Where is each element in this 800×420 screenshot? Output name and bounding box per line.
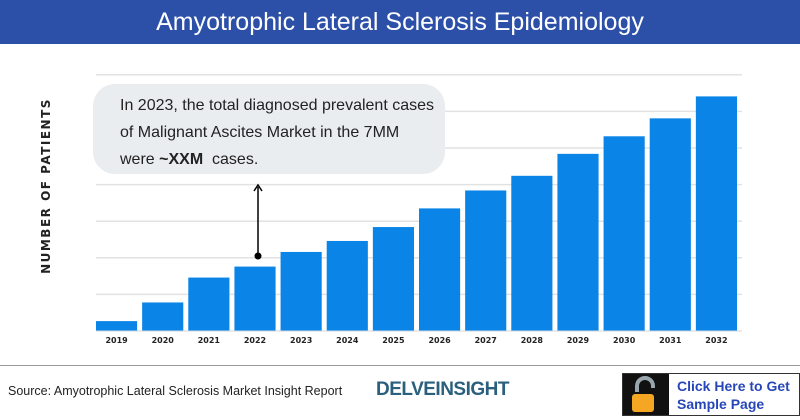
x-tick-label: 2023 (290, 336, 312, 345)
x-tick-label: 2020 (152, 336, 175, 345)
cta-line-1: Click Here to Get (677, 378, 790, 394)
bar-2020 (142, 302, 184, 331)
bar-2027 (465, 190, 507, 331)
x-tick-label: 2031 (659, 336, 682, 345)
bar-2029 (557, 153, 599, 331)
bar-2021 (188, 277, 230, 331)
delveinsight-logo: DELVEINSIGHT (376, 379, 510, 400)
bar-chart: 2019 2020 2021 2022 2023 2024 2025 2026 2027 2028… (96, 74, 742, 345)
annotation-line-3: were (120, 151, 160, 168)
annotation-text: In 2023, the total diagnosed prevalent c… (120, 92, 434, 173)
cta-line-2: Sample Page (677, 396, 765, 412)
source-text: Source: Amyotrophic Lateral Sclerosis Ma… (8, 384, 343, 398)
annotation-line-3-end: cases. (203, 151, 259, 168)
x-tick-label: 2022 (244, 336, 266, 345)
footer-divider (0, 365, 800, 366)
bar-2026 (419, 208, 461, 331)
arrow-head-icon (253, 183, 263, 192)
x-tick-label: 2030 (613, 336, 636, 345)
x-tick-label: 2029 (567, 336, 590, 345)
x-tick-label: 2025 (382, 336, 405, 345)
annotation-value: ~XXM (159, 151, 204, 168)
chart-title: Amyotrophic Lateral Sclerosis Epidemiolo… (0, 0, 800, 44)
x-tick-label: 2026 (428, 336, 451, 345)
x-tick-label: 2027 (475, 336, 497, 345)
annotation-callout: In 2023, the total diagnosed prevalent c… (93, 84, 445, 174)
bar-2030 (603, 136, 645, 331)
x-tick-label: 2028 (521, 336, 544, 345)
bar-2019 (96, 321, 138, 331)
sample-page-button[interactable]: Click Here to Get Sample Page (622, 373, 800, 416)
x-tick-label: 2021 (198, 336, 221, 345)
x-tick-label: 2032 (705, 336, 727, 345)
bar-2031 (649, 118, 691, 331)
bar-2023 (280, 251, 322, 331)
annotation-line-2: of Malignant Ascites Market in the 7MM (120, 124, 400, 141)
unlocked-padlock-icon (623, 374, 669, 415)
x-tick-label: 2019 (105, 336, 128, 345)
bar-2032 (695, 96, 737, 331)
arrow-anchor-dot (254, 252, 262, 260)
bar-2028 (511, 175, 553, 331)
bar-2025 (372, 227, 414, 331)
x-tick-label: 2024 (336, 336, 359, 345)
bar-2022 (234, 266, 276, 331)
annotation-line-1: In 2023, the total diagnosed prevalent c… (120, 97, 434, 114)
bar-2024 (326, 240, 368, 331)
